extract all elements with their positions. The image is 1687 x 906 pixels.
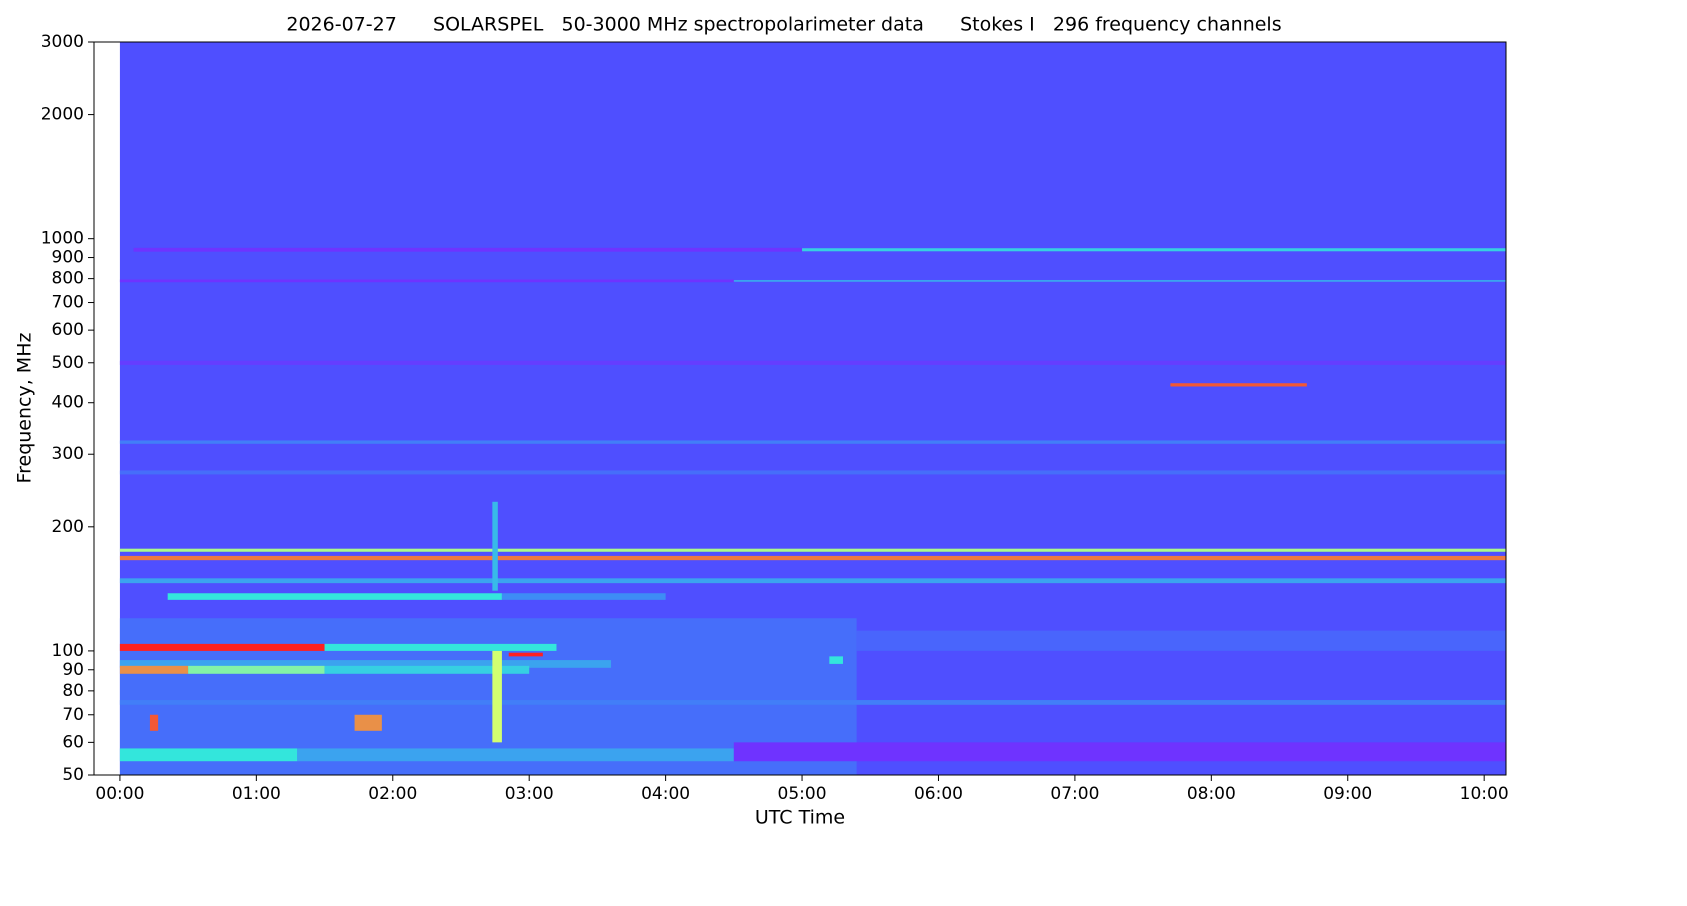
spectrum-cell [324,665,530,674]
spectrum-cell [733,279,1506,282]
x-tick-label: 04:00 [641,784,690,804]
x-tick-label: 01:00 [232,784,281,804]
spectrum-cell [119,470,1506,475]
y-tick-label: 800 [52,269,84,289]
spectrum-cell [492,650,502,743]
spectrum-cell [119,548,1506,552]
spectrum-cell [133,247,803,252]
y-tick-label: 200 [52,517,84,537]
spectrum-cell [501,593,666,600]
x-axis-label: UTC Time [755,807,845,829]
spectrum-cell [297,748,734,762]
spectrum-cell [733,742,1506,762]
spectrum-cell [119,360,1506,365]
x-tick-label: 07:00 [1050,784,1099,804]
y-tick-label: 2000 [41,105,84,125]
spectrum-cell [119,665,189,674]
spectrum-cell [119,578,1506,584]
spectrum-cell [119,555,1506,561]
spectrum-cell [492,501,498,591]
spectrum-cell [802,248,1506,252]
spectrum-cell [324,643,557,651]
spectrum-cell [119,279,734,283]
spectrum-cell [508,652,543,657]
spectrum-cell [119,748,298,762]
y-tick-label: 600 [52,320,84,340]
spectrum-cell [1170,383,1307,387]
x-tick-label: 10:00 [1460,784,1509,804]
y-tick-label: 80 [62,681,84,701]
y-tick-label: 400 [52,393,84,413]
spectrum-cell [119,440,1506,444]
spectrum-cell [354,714,382,731]
spectrum-cell [188,665,325,674]
x-tick-label: 05:00 [778,784,827,804]
heatmap [119,42,1506,775]
y-tick-label: 3000 [41,32,84,52]
spectrum-cell [167,593,502,600]
chart-title: 2026-07-27 SOLARSPEL 50-3000 MHz spectro… [286,14,1281,36]
spectrum-cell [856,630,1506,651]
x-tick-label: 00:00 [95,784,144,804]
spectrum-cell [119,660,612,668]
y-tick-label: 100 [52,641,84,661]
x-tick-label: 06:00 [914,784,963,804]
y-tick-label: 70 [62,705,84,725]
y-tick-label: 60 [62,732,84,752]
x-tick-label: 09:00 [1323,784,1372,804]
x-tick-label: 03:00 [505,784,554,804]
y-tick-label: 900 [52,248,84,268]
y-tick-label: 1000 [41,229,84,249]
y-tick-label: 700 [52,293,84,313]
spectrum-cell [119,700,1506,705]
spectrum-cell [829,656,843,664]
spectrum-cell [119,643,325,651]
y-axis-label: Frequency, MHz [14,333,36,484]
y-tick-label: 500 [52,353,84,373]
y-tick-label: 300 [52,444,84,464]
x-tick-label: 02:00 [368,784,417,804]
y-tick-label: 90 [62,660,84,680]
x-tick-label: 08:00 [1187,784,1236,804]
plot-frame [93,41,1507,776]
spectrum-cell [149,714,159,731]
y-tick-label: 50 [62,765,84,785]
